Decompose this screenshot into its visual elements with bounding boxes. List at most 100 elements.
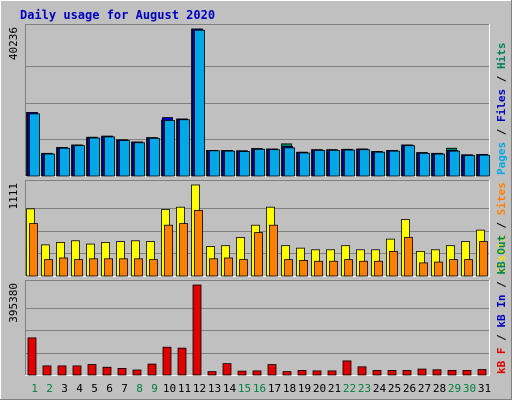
bar-sites <box>59 257 68 277</box>
bar-kb-f <box>372 370 382 376</box>
x-tick-label: 31 <box>478 382 491 395</box>
x-tick-label: 8 <box>136 382 143 395</box>
bar-sites <box>359 260 368 277</box>
bar-kb-f <box>207 371 217 376</box>
x-tick-label: 15 <box>238 382 251 395</box>
x-tick-label: 26 <box>403 382 416 395</box>
panel-1: 40236 Pages / Files / Hits <box>7 24 508 177</box>
bar-sites <box>419 262 428 277</box>
x-tick-label: 7 <box>121 382 128 395</box>
bar-kb-f <box>357 366 367 376</box>
x-tick-label: 29 <box>448 382 461 395</box>
bar-sites <box>464 259 473 277</box>
bar-sites <box>74 259 83 277</box>
bar-pages <box>89 137 100 177</box>
bar-pages <box>449 150 460 177</box>
bar-sites <box>179 223 188 277</box>
x-tick-label: 24 <box>373 382 387 395</box>
series-legend: Visits / Sites <box>495 182 508 275</box>
y-axis-max-label: 40236 <box>7 27 20 60</box>
panel-background <box>25 280 490 376</box>
bar-pages <box>284 147 295 177</box>
x-tick-label: 9 <box>151 382 158 395</box>
bar-sites <box>299 260 308 277</box>
bar-pages <box>374 151 385 177</box>
bar-sites <box>479 241 488 277</box>
legend-entry: / <box>495 275 508 295</box>
bar-sites <box>29 223 38 277</box>
bar-kb-f <box>162 346 172 376</box>
bar-sites <box>194 210 203 277</box>
x-tick-label: 21 <box>328 382 341 395</box>
bar-kb-f <box>312 370 322 376</box>
bar-kb-f <box>252 370 262 376</box>
bar-kb-f <box>282 371 292 376</box>
bar-kb-f <box>72 365 82 376</box>
bar-sites <box>44 259 53 277</box>
bar-pages <box>329 150 340 177</box>
bar-pages <box>344 149 355 177</box>
bar-sites <box>329 260 338 277</box>
legend-entry: / <box>495 122 508 142</box>
bar-sites <box>239 259 248 277</box>
bar-pages <box>359 149 370 177</box>
x-tick-label: 2 <box>46 382 53 395</box>
bar-sites <box>209 258 218 277</box>
bar-sites <box>314 260 323 277</box>
bar-sites <box>149 259 158 277</box>
legend-entry: / <box>495 215 508 235</box>
legend-entry: Visits <box>495 235 508 275</box>
bar-pages <box>269 149 280 177</box>
x-tick-label: 19 <box>298 382 311 395</box>
bar-kb-f <box>42 365 52 376</box>
bar-kb-f <box>192 284 202 376</box>
legend-entry: Hits <box>495 43 508 70</box>
legend-entry: / <box>495 69 508 89</box>
bar-kb-f <box>417 368 427 376</box>
bar-pages <box>29 113 40 177</box>
bar-kb-f <box>132 369 142 376</box>
bar-pages <box>299 152 310 177</box>
x-tick-label: 18 <box>283 382 296 395</box>
bar-pages <box>194 29 205 177</box>
bar-pages <box>479 154 490 177</box>
x-tick-label: 28 <box>433 382 446 395</box>
bar-pages <box>44 153 55 177</box>
panel-2: 1111 Visits / Sites <box>7 180 508 277</box>
bar-sites <box>104 258 113 277</box>
x-tick-label: 23 <box>358 382 371 395</box>
bar-sites <box>89 258 98 277</box>
x-tick-label: 16 <box>253 382 266 395</box>
chart-panels: 40236 Pages / Files / Hits 1111 Visits / Si… <box>7 24 508 376</box>
chart-title: Daily usage for August 2020 <box>20 8 215 22</box>
x-tick-label: 4 <box>76 382 83 395</box>
bar-kb-f <box>117 367 127 376</box>
x-tick-label: 10 <box>163 382 176 395</box>
bar-kb-f <box>432 369 442 376</box>
bar-pages <box>74 145 85 177</box>
bar-sites <box>374 260 383 277</box>
bar-sites <box>224 257 233 277</box>
legend-entry: kB Out <box>495 235 508 275</box>
legend-entry: Pages <box>495 142 508 175</box>
x-tick-label: 3 <box>61 382 68 395</box>
bar-pages <box>404 145 415 177</box>
x-tick-label: 11 <box>178 382 191 395</box>
bar-pages <box>164 120 175 177</box>
x-tick-label: 14 <box>223 382 237 395</box>
bar-pages <box>224 150 235 177</box>
bar-sites <box>404 237 413 277</box>
bar-kb-f <box>402 370 412 376</box>
bar-sites <box>284 259 293 277</box>
x-tick-label: 12 <box>193 382 206 395</box>
bar-pages <box>104 136 115 177</box>
bar-kb-f <box>87 364 97 376</box>
y-axis-max-label: 1111 <box>7 183 20 210</box>
bar-pages <box>119 140 130 177</box>
x-tick-label: 17 <box>268 382 281 395</box>
bar-sites <box>164 224 173 277</box>
bar-pages <box>419 152 430 177</box>
x-tick-label: 20 <box>313 382 326 395</box>
